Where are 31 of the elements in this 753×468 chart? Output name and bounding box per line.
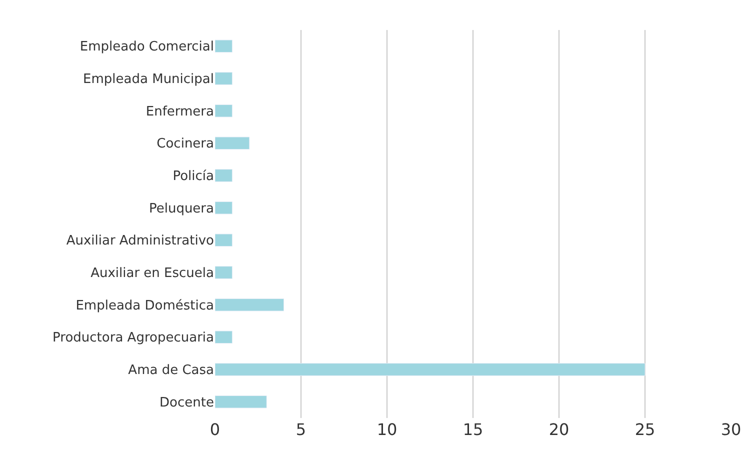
y-tick-label: Enfermera — [146, 104, 214, 120]
x-tick-label: 20 — [548, 420, 570, 439]
bar — [215, 136, 250, 150]
y-tick-label: Auxiliar Administrativo — [66, 234, 214, 249]
y-tick-label: Empleado Comercial — [80, 40, 214, 55]
y-tick-label: Auxiliar en Escuela — [90, 266, 214, 282]
y-tick-label: Productora Agropecuaria — [52, 330, 214, 346]
bar — [215, 40, 232, 53]
y-tick-label: Policía — [172, 169, 214, 184]
bar — [215, 104, 232, 118]
y-tick-label: Ama de Casa — [128, 363, 214, 378]
y-tick-label: Empleada Municipal — [83, 72, 214, 88]
bar — [215, 363, 646, 376]
x-tick-label: 5 — [296, 420, 306, 439]
y-tick-label: Cocinera — [156, 136, 214, 152]
x-tick-label: 25 — [634, 420, 656, 439]
bar — [215, 266, 232, 279]
x-tick-label: 15 — [462, 420, 484, 439]
x-tick-label: 30 — [720, 420, 742, 439]
bar — [215, 330, 232, 344]
bar — [215, 395, 267, 408]
y-tick-label: Docente — [160, 395, 214, 410]
bar — [215, 234, 232, 247]
x-tick-label: 0 — [210, 420, 220, 439]
x-tick-label: 10 — [376, 420, 398, 439]
y-tick-label: Peluquera — [148, 201, 214, 216]
y-tick-label: Empleada Doméstica — [76, 298, 214, 314]
bar — [215, 298, 284, 312]
bar — [215, 169, 232, 182]
bar — [215, 72, 232, 85]
bar — [215, 201, 232, 214]
